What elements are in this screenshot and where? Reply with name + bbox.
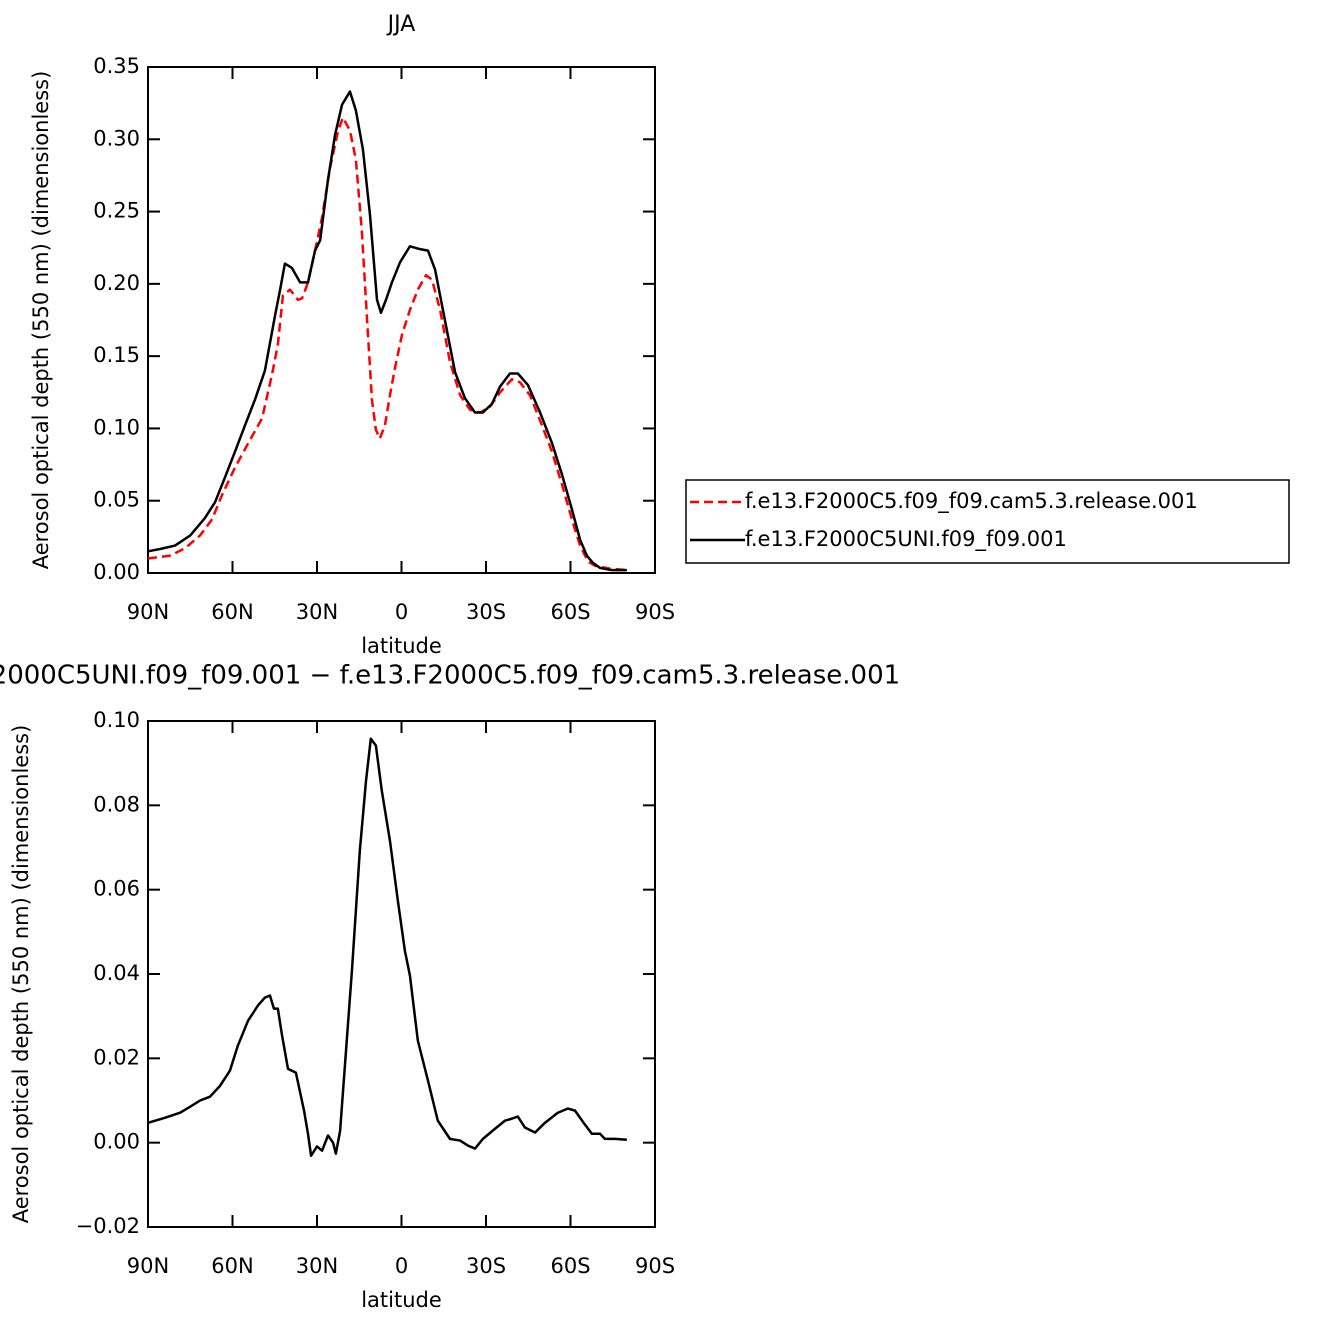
y-tick-label: 0.04 [93,961,140,985]
x-tick-label: 30S [466,600,506,624]
legend-label: f.e13.F2000C5.f09_f09.cam5.3.release.001 [745,489,1198,514]
y-tick-label: 0.20 [93,271,140,295]
x-tick-label: 0 [395,600,408,624]
x-axis-label: latitude [361,1288,442,1312]
data-line [147,737,627,1157]
y-tick-label: 0.35 [93,54,140,78]
y-tick-label: 0.02 [93,1045,140,1069]
plot-frame [147,720,656,1228]
y-tick-label: 0.25 [93,199,140,223]
x-tick-label: 30N [296,600,338,624]
legend-label: f.e13.F2000C5UNI.f09_f09.001 [745,527,1067,552]
chart-title: JJA [386,12,416,37]
y-tick-label: 0.06 [93,877,140,901]
y-tick-label: 0.10 [93,415,140,439]
x-tick-label: 90S [635,600,675,624]
x-tick-label: 30N [296,1254,338,1278]
y-tick-label: 0.30 [93,126,140,150]
x-tick-label: 60S [550,600,590,624]
x-tick-label: 90N [127,600,169,624]
y-axis-label: Aerosol optical depth (550 nm) (dimensio… [9,725,33,1224]
legend-box [685,479,1290,564]
y-tick-label: −0.02 [76,1214,140,1238]
y-tick-label: 0.00 [93,1130,140,1154]
x-tick-label: 90N [127,1254,169,1278]
plot-frame [147,66,656,574]
x-tick-label: 90S [635,1254,675,1278]
y-tick-label: 0.00 [93,560,140,584]
x-tick-label: 60N [211,1254,253,1278]
y-axis-label: Aerosol optical depth (550 nm) (dimensio… [29,71,53,570]
y-tick-label: 0.15 [93,343,140,367]
y-tick-label: 0.05 [93,488,140,512]
x-tick-label: 30S [466,1254,506,1278]
x-tick-label: 0 [395,1254,408,1278]
x-tick-label: 60N [211,600,253,624]
x-tick-label: 60S [550,1254,590,1278]
data-line [147,116,627,572]
y-tick-label: 0.10 [93,708,140,732]
x-axis-label: latitude [361,634,442,658]
chart-title: f.e13.F2000C5UNI.f09_f09.001 − f.e13.F20… [0,661,900,691]
data-line [147,90,627,572]
y-tick-label: 0.08 [93,792,140,816]
